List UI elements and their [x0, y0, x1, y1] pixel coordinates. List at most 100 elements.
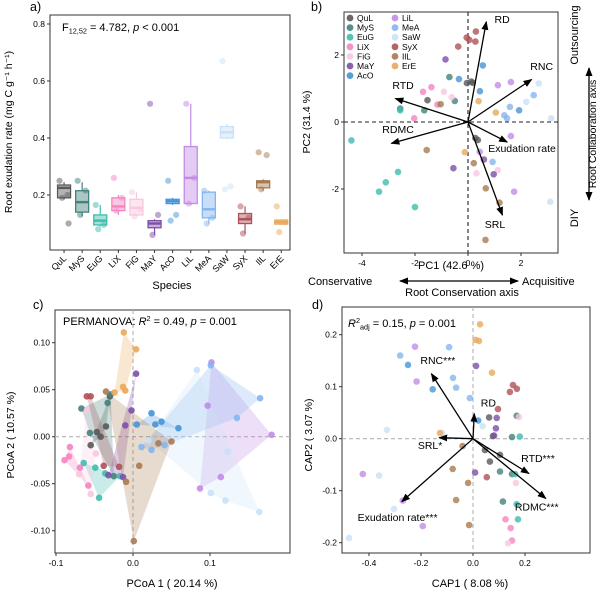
x-tick-label: 0.0	[127, 558, 139, 568]
jitter-point	[149, 231, 156, 238]
x-tick-label: QuL	[49, 253, 68, 272]
data-point-EuG	[92, 464, 99, 471]
data-point-LiX	[428, 83, 435, 91]
data-point-LiL	[419, 522, 427, 530]
panel-c-chart: -0.1 0.0 0.1 0.10 0.05 0.00 -0.05 -0.10 PERMANOV…	[5, 309, 291, 590]
data-point-LiL	[494, 81, 502, 89]
axis-annotation-conservative: Conservative	[308, 276, 372, 288]
panel-a-chart: 0.2 0.4 0.6 0.8 Root exudation rate (mg C g⁻…	[3, 14, 291, 292]
jitter-point	[219, 57, 226, 65]
x-tick-label: SaW	[210, 253, 231, 274]
data-point-AcO	[158, 418, 165, 425]
loading-label: RNC	[530, 61, 553, 73]
jitter-point	[167, 217, 174, 224]
data-point-ErE	[492, 109, 500, 116]
data-point-ErE	[488, 369, 496, 376]
data-point-EuG	[513, 500, 520, 508]
data-point-SaW	[255, 508, 263, 516]
data-point-SyX	[100, 462, 107, 470]
data-point-MaY	[122, 422, 129, 429]
hull-AcO	[136, 413, 179, 429]
data-point-FiG	[448, 93, 455, 101]
jitter-point	[146, 100, 154, 107]
y-tick-label: -0.05	[31, 479, 51, 489]
data-point-LiL	[204, 402, 211, 409]
panel-d-chart: RNC*** RD SRL* RTD*** RDMC*** Exudation rate*…	[303, 306, 591, 590]
jitter-point	[201, 187, 208, 194]
data-point-QuL	[93, 428, 101, 436]
data-point-ErE	[475, 337, 483, 345]
data-point-EuG	[394, 168, 402, 176]
jitter-point	[227, 183, 234, 190]
x-tick-label: SyX	[231, 253, 250, 272]
y-tick-label: 0.0	[325, 434, 337, 444]
data-point-IlL	[423, 146, 430, 154]
data-point-SaW	[193, 366, 201, 374]
data-point-SyX	[506, 388, 514, 396]
y-axis-title: CAP2 ( 3.07 %)	[303, 399, 315, 472]
data-point-MaY	[132, 370, 140, 377]
plot-border	[54, 309, 291, 554]
axis-annotation-conservation: Root Conservation axis	[405, 287, 519, 298]
data-point-IlL	[482, 236, 489, 244]
jitter-point	[92, 201, 99, 209]
data-point-MyS	[110, 472, 118, 480]
data-point-ErE	[461, 148, 469, 156]
axis-annotation-collaboration: Root Collaboration axis	[587, 80, 599, 189]
data-point-MeA	[207, 362, 215, 369]
hull-FiG	[79, 410, 96, 494]
hull-SyX	[86, 396, 120, 467]
jitter-point	[100, 221, 107, 228]
legend-label: LiX	[357, 42, 370, 52]
legend-swatch-SyX	[391, 43, 399, 51]
legend-label: IlL	[402, 51, 411, 61]
x-tick-label: -0.2	[414, 558, 429, 568]
data-point-ErE	[476, 321, 484, 328]
jitter-point	[258, 186, 265, 193]
jitter-point	[281, 219, 288, 226]
hull-EuG	[83, 463, 120, 498]
data-point-LiL	[217, 473, 225, 481]
data-point-IlL	[465, 521, 473, 529]
data-point-MaY	[492, 425, 500, 432]
jitter-point	[245, 214, 252, 221]
legend-swatch-IlL	[391, 53, 399, 60]
data-point-AcO	[175, 424, 182, 432]
loading-label: SRL	[485, 219, 506, 231]
y-axis-title: PC2 (31.4 %)	[301, 90, 313, 153]
data-point-QuL	[486, 458, 494, 465]
x-tick-label: EuG	[85, 253, 105, 273]
jitter-point	[113, 207, 120, 214]
y-tick-label: 0.1	[325, 382, 337, 392]
hull-LiL	[200, 362, 272, 489]
x-axis-title: Species	[152, 280, 192, 292]
data-point-SyX	[472, 38, 479, 45]
x-axis-title: PCoA 1 ( 20.14 %)	[126, 578, 217, 590]
jitter-point	[131, 213, 138, 220]
data-point-MaY	[105, 471, 112, 479]
jitter-point	[263, 152, 270, 159]
hull-SaW	[148, 370, 260, 512]
y-tick-label: 0	[334, 117, 339, 127]
x-tick-label: MeA	[193, 253, 213, 273]
loading-label: RTD***	[521, 453, 555, 465]
loading-label: RDMC	[382, 124, 414, 136]
jitter-point	[82, 187, 89, 194]
data-point-ErE	[436, 429, 444, 437]
data-point-FiG	[512, 479, 520, 487]
data-point-MyS	[86, 429, 94, 437]
legend-swatch-MeA	[391, 24, 399, 31]
data-point-LiX	[85, 482, 92, 489]
plot-border	[49, 14, 291, 251]
legend-swatch-AcO	[346, 72, 354, 79]
data-point-ErE	[132, 346, 140, 353]
y-tick-label: 0.05	[33, 385, 50, 395]
axis-annotation-acquisitive: Acquisitive	[522, 276, 575, 288]
loading-arrow-RD	[470, 412, 478, 439]
data-point-QuL	[102, 423, 110, 430]
data-point-MeA	[138, 443, 145, 451]
plot-border	[341, 306, 591, 554]
data-point-IlL	[482, 185, 490, 192]
legend-swatch-QuL	[346, 14, 354, 22]
data-point-SaW	[375, 472, 383, 479]
